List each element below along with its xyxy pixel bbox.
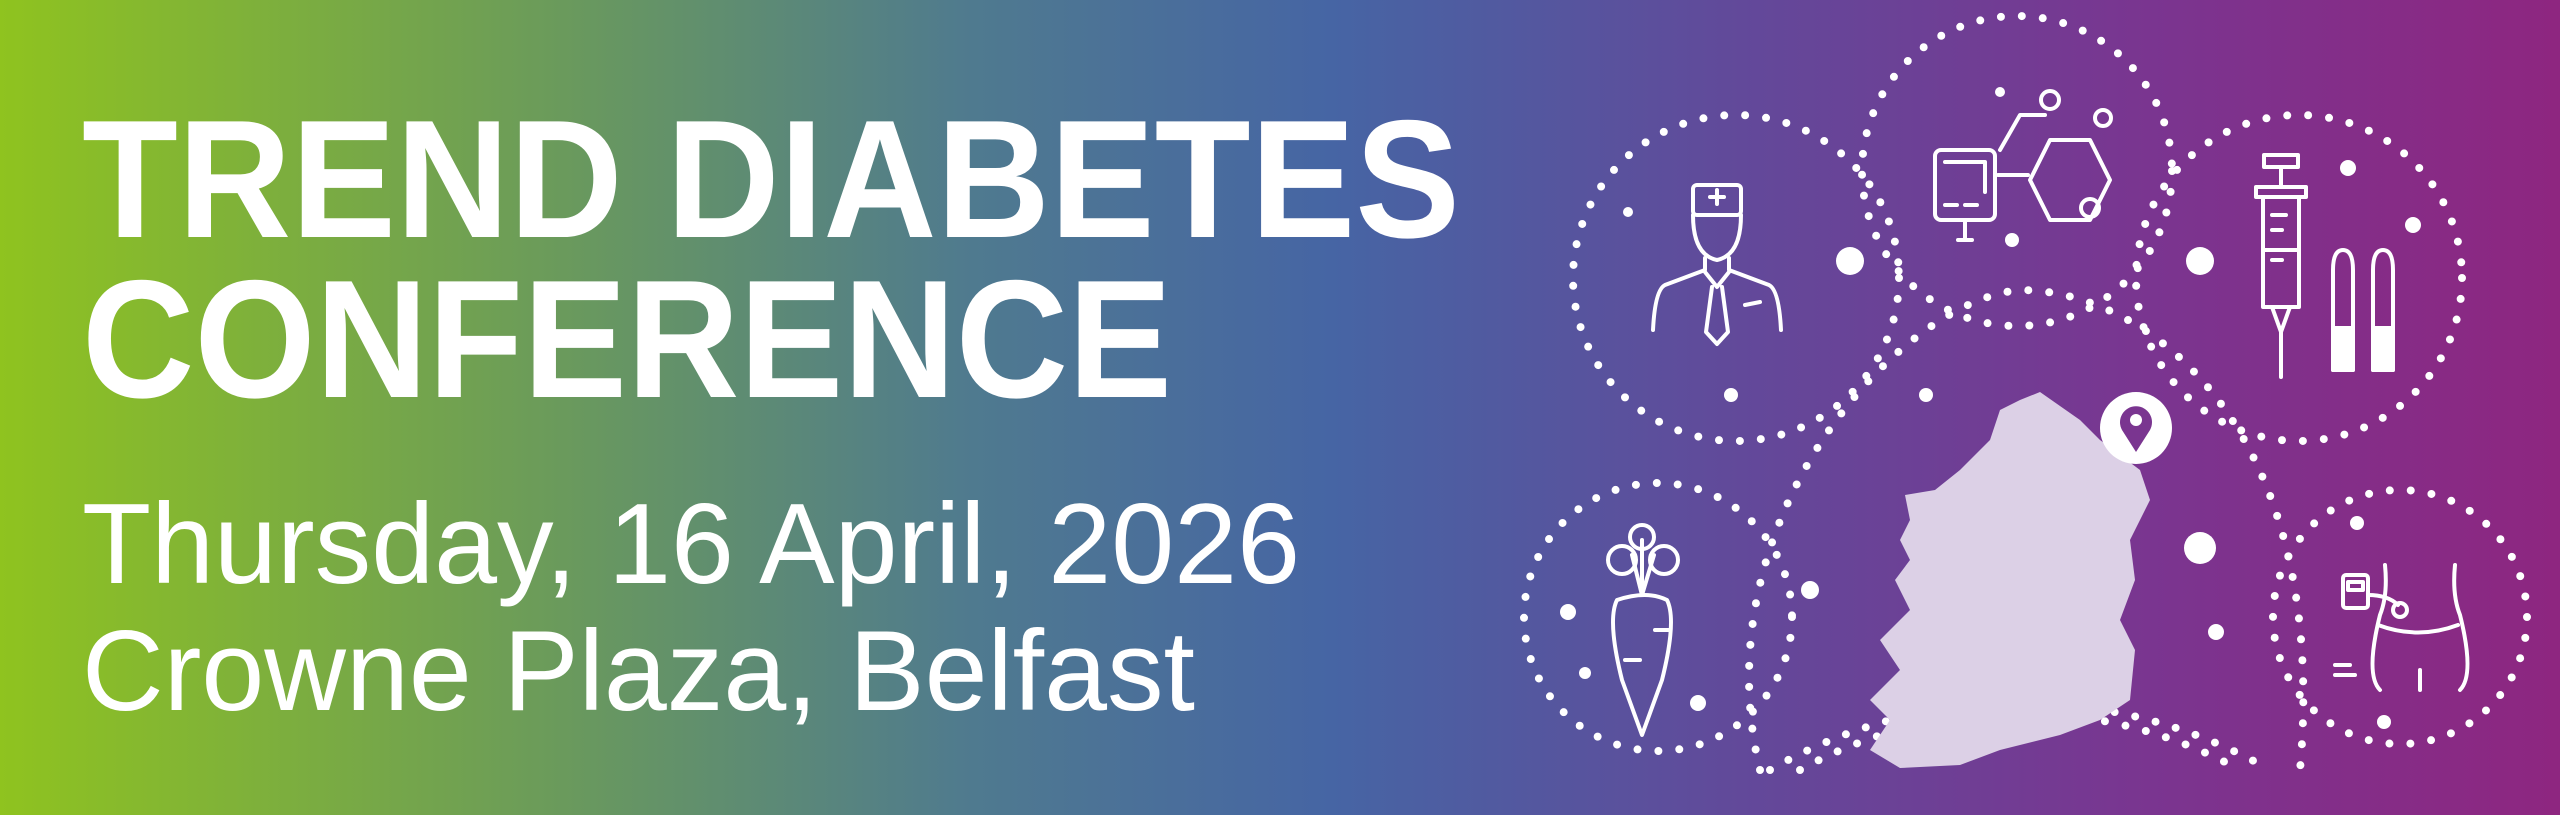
molecule-glucose-meter-icon bbox=[1933, 89, 2113, 242]
ireland-map bbox=[1870, 392, 2150, 768]
dotted-circle-molecule bbox=[1858, 12, 2176, 330]
dotted-arc-mid bbox=[1745, 285, 2308, 774]
syringe-vials-icon bbox=[2254, 153, 2395, 379]
dotted-circle-carrot bbox=[1520, 479, 1796, 755]
dotted-circle-pump bbox=[2269, 486, 2531, 748]
event-date: Thursday, 16 April, 2026 bbox=[82, 481, 1300, 608]
carrot-icon bbox=[1606, 523, 1680, 737]
dotted-circle-doctor bbox=[1569, 111, 1903, 445]
location-pin-icon bbox=[2100, 392, 2172, 464]
scattered-dots bbox=[1560, 87, 2421, 729]
title-line-1: TREND DIABETES bbox=[82, 85, 1460, 273]
dotted-circles bbox=[1520, 12, 2531, 774]
doctor-icon bbox=[1651, 183, 1783, 346]
title-line-2: CONFERENCE bbox=[82, 245, 1172, 433]
insulin-pump-icon bbox=[2333, 563, 2470, 692]
event-venue: Crowne Plaza, Belfast bbox=[82, 608, 1195, 735]
dotted-circle-syringe bbox=[2132, 111, 2466, 445]
